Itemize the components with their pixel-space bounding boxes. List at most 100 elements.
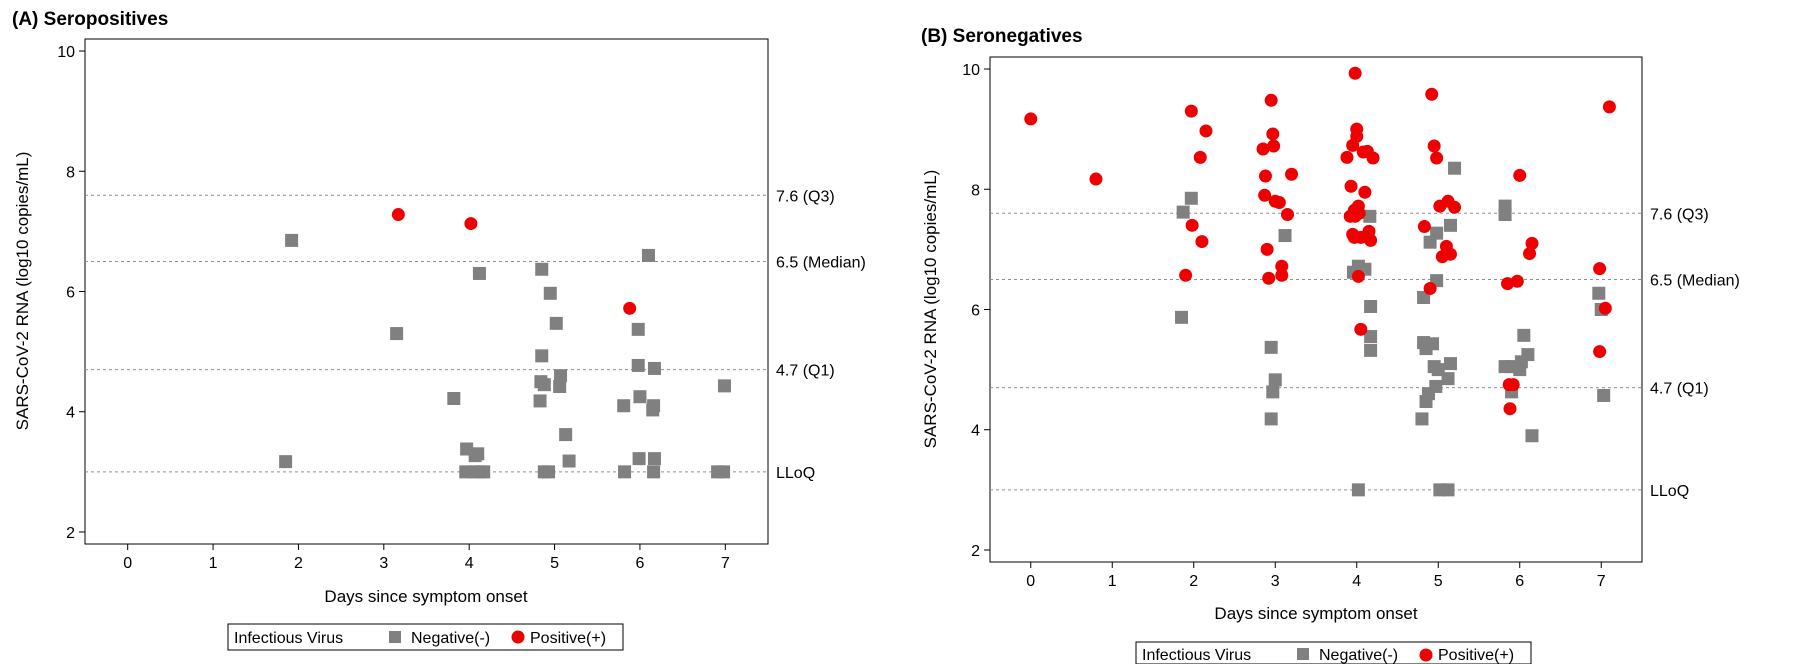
data-point-negative [717,465,731,479]
data-point-negative [631,322,645,336]
data-point-negative [1417,290,1431,304]
x-tick-label: 6 [635,555,644,572]
data-point-positive [1199,124,1213,138]
data-point-positive [1417,220,1431,234]
y-tick-label: 6 [971,303,980,320]
data-point-positive [1443,247,1457,261]
data-point-negative [1268,373,1282,387]
data-point-negative [647,465,661,479]
panel-a-reference-labels: 7.6 (Q3) 6.5 (Median) 4.7 (Q1) LLoQ [776,188,866,482]
data-point-positive [1267,139,1281,153]
data-point-negative [1498,208,1512,222]
reference-line-label: 6.5 (Median) [776,254,866,271]
data-point-positive [1354,322,1368,336]
data-point-positive [1264,93,1278,107]
data-point-negative [1441,372,1455,386]
panel-a-legend: Infectious Virus Negative(-) Positive(+) [227,623,624,651]
data-point-positive [1427,139,1441,153]
data-point-negative [1419,394,1433,408]
data-point-negative [1521,348,1535,362]
x-tick-label: 1 [1108,573,1117,590]
panel-b-legend: Infectious Virus Negative(-) Positive(+) [1135,641,1532,664]
panel-a-title: (A) Seropositives [12,9,168,30]
data-point-negative [631,358,645,372]
panel-b-legend-title: Infectious Virus [1142,647,1251,664]
data-point-negative [549,316,563,330]
x-tick-label: 6 [1515,573,1524,590]
panel-b-y-axis-label: SARS-CoV-2 RNA (log10 copies/mL) [921,170,940,449]
x-tick-label: 0 [123,555,132,572]
data-point-positive [1280,208,1294,222]
data-point-negative [1430,226,1444,240]
data-point-negative [647,452,661,466]
data-point-negative [447,392,461,406]
data-point-negative [542,465,556,479]
data-point-positive [1089,172,1103,186]
x-tick-label: 2 [294,555,303,572]
data-point-negative [1176,205,1190,219]
panel-a-reference-lines [85,194,768,473]
panel-a-plot-frame [84,38,769,545]
data-point-negative [1175,310,1189,324]
panel-b-plot-frame [989,56,1643,563]
x-tick-label: 1 [209,555,218,572]
data-point-positive [1258,169,1272,183]
data-point-negative [1184,191,1198,205]
data-point-positive [1430,151,1444,165]
data-point-negative [562,454,576,468]
y-tick-label: 8 [971,182,980,199]
data-point-negative [1364,343,1378,357]
data-point-positive [1352,206,1366,220]
data-point-positive [1348,66,1362,80]
data-point-positive [1364,233,1378,247]
data-point-positive [1260,242,1274,256]
x-tick-label: 7 [721,555,730,572]
panel-a-data-points [279,208,731,479]
x-tick-label: 3 [379,555,388,572]
data-point-positive [1503,402,1517,416]
data-point-negative [633,390,647,404]
panel-a-legend-positive: Positive(+) [530,630,606,647]
panel-a-legend-negative: Negative(-) [411,630,490,647]
data-point-negative [1431,363,1445,377]
reference-line-label: 6.5 (Median) [1650,272,1740,289]
data-point-negative [535,349,549,363]
data-point-negative [533,394,547,408]
data-point-negative [1364,330,1378,344]
data-point-positive [1366,151,1380,165]
data-point-negative [646,403,660,417]
reference-line-label: LLoQ [776,465,815,482]
data-point-negative [632,452,646,466]
data-point-positive [1602,100,1616,114]
data-point-negative [1364,299,1378,313]
data-point-negative [553,379,567,393]
data-point-positive [1501,277,1515,291]
x-tick-label: 2 [1189,573,1198,590]
data-point-negative [618,465,632,479]
data-point-negative [554,369,568,383]
reference-line-label: LLoQ [1650,483,1689,500]
data-point-negative [1264,412,1278,426]
circle-marker-icon [511,630,525,644]
data-point-negative [1513,363,1527,377]
data-point-positive [1184,104,1198,118]
panel-a-legend-title: Infectious Virus [234,630,343,647]
data-point-positive [1344,179,1358,193]
y-tick-label: 10 [57,44,75,61]
data-point-positive [1598,301,1612,315]
data-point-positive [1525,236,1539,250]
data-point-negative [647,361,661,375]
data-point-negative [617,399,631,413]
panel-a-seropositives: (A) Seropositives 7.6 (Q3) 6.5 (Median) 4.… [12,9,866,651]
data-point-positive [1262,271,1276,285]
data-point-negative [1517,328,1531,342]
data-point-negative [1278,229,1292,243]
data-point-positive [1513,168,1527,182]
data-point-negative [535,262,549,276]
data-point-positive [1358,185,1372,199]
data-point-positive [1340,150,1354,164]
data-point-negative [559,428,573,442]
panel-b-legend-positive: Positive(+) [1438,647,1514,664]
panel-b-legend-box [1135,641,1532,664]
